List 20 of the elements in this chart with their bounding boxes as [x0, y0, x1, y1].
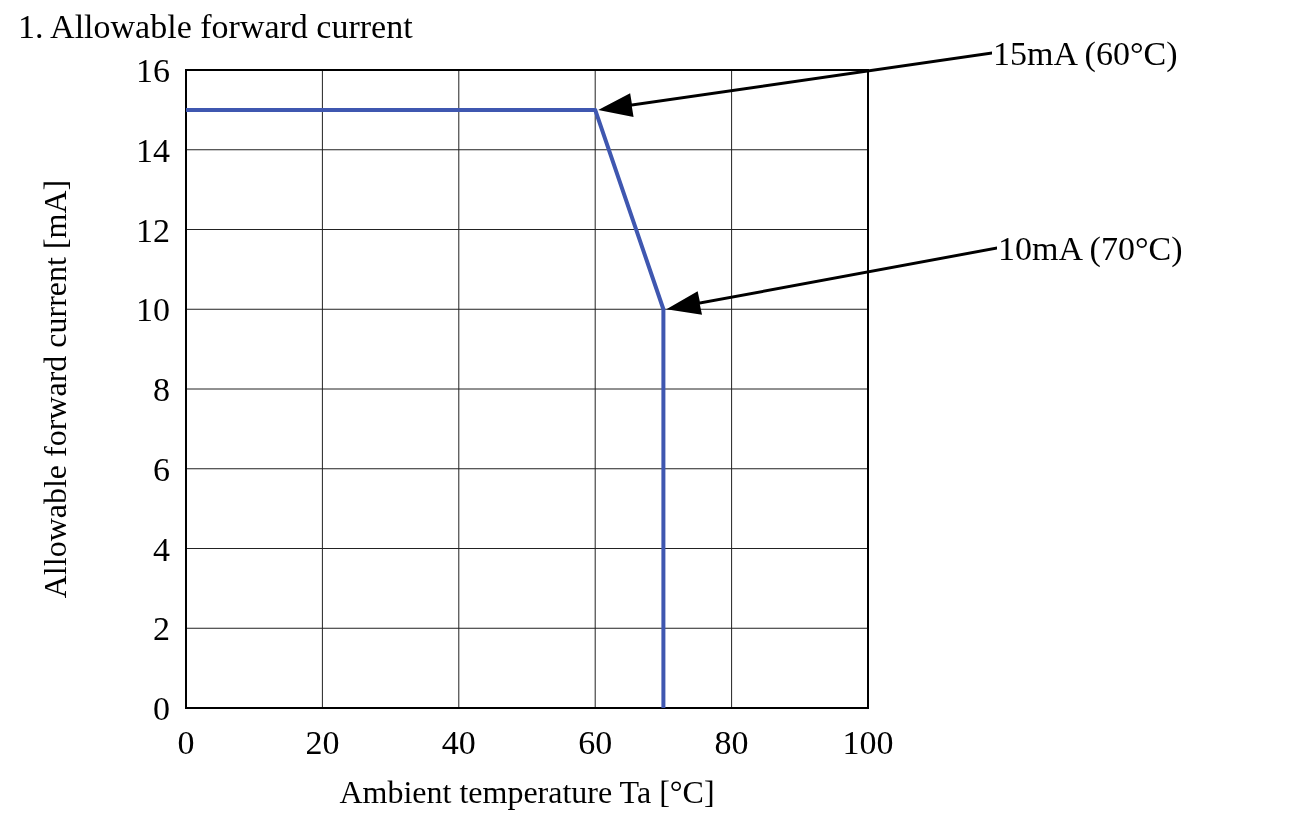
y-tick-label: 6	[153, 450, 170, 488]
y-tick-label: 10	[136, 291, 170, 329]
y-tick-label: 8	[153, 371, 170, 408]
text: 10mA (70°C)	[998, 230, 1183, 268]
y-tick-label: 16	[136, 52, 170, 89]
y-tick-label: 2	[153, 610, 170, 648]
y-tick-label: 4	[153, 530, 170, 568]
chart-title: 1. Allowable forward current	[18, 8, 414, 45]
y-tick-label: 14	[136, 131, 170, 169]
x-tick-label: 40	[441, 724, 476, 761]
y-axis-title: Allowable forward current [mA]	[37, 179, 73, 599]
x-tick-label: 100	[842, 724, 894, 761]
text: 15mA (60°C)	[993, 35, 1178, 73]
x-tick-label: 60	[578, 724, 613, 761]
x-tick-label: 20	[305, 724, 340, 761]
x-tick-label: 80	[714, 724, 749, 761]
x-axis-title: Ambient temperature Ta [°C]	[339, 774, 715, 810]
y-tick-label: 0	[153, 690, 170, 727]
x-tick-label: 0	[177, 724, 195, 761]
y-tick-label: 12	[136, 211, 170, 249]
